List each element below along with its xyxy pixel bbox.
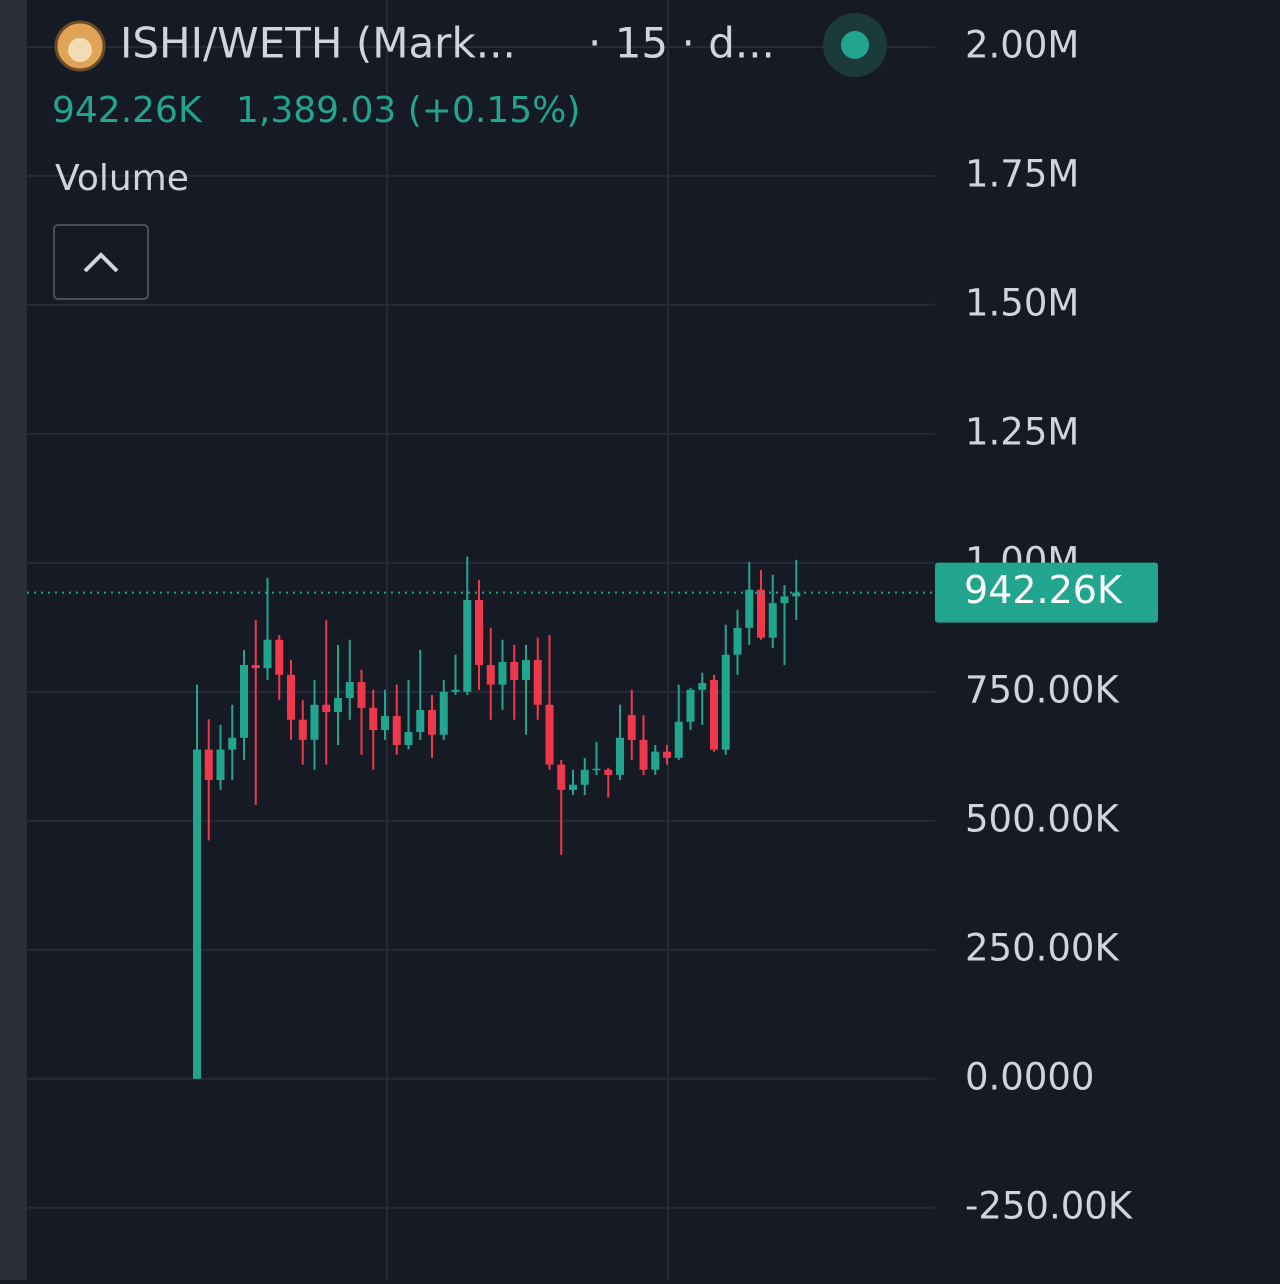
candle-body <box>357 682 366 708</box>
interval: · 15 · d... <box>588 19 775 68</box>
candle-body <box>710 679 718 750</box>
button-frame[interactable] <box>53 224 149 300</box>
candle-body <box>369 707 378 731</box>
y-tick-label: 500.00K <box>965 797 1120 840</box>
candle-body <box>592 768 601 771</box>
candle-body <box>604 769 613 775</box>
last-value: 942.26K <box>52 90 203 131</box>
candle-body <box>228 737 237 750</box>
collapse-button[interactable] <box>53 224 149 300</box>
candle-body <box>475 600 483 666</box>
candle-body <box>780 596 789 604</box>
chevron-up[interactable] <box>83 252 119 273</box>
candle-body <box>616 737 624 775</box>
candle-body <box>698 683 707 690</box>
candle-body <box>757 589 765 638</box>
y-tick-label: 1.25M <box>965 410 1079 453</box>
candle-body <box>580 769 589 785</box>
candle-body <box>486 665 495 685</box>
candle-body <box>451 689 460 692</box>
candle-body <box>721 654 730 750</box>
y-tick-label: 0.0000 <box>965 1055 1094 1098</box>
y-tick-label: 750.00K <box>965 668 1120 711</box>
y-tick-label: 250.00K <box>965 926 1120 969</box>
pair-title: ISHI/WETH (Mark... <box>120 19 516 68</box>
y-tick-label: 2.00M <box>965 23 1079 66</box>
candle-body <box>533 659 542 705</box>
candle-body <box>204 749 213 781</box>
candle-body <box>193 749 201 1079</box>
candle-body <box>663 751 671 758</box>
candle-body <box>545 704 554 765</box>
y-tick-label: 1.75M <box>965 152 1079 195</box>
candle-body <box>298 719 307 740</box>
candle-body <box>674 721 683 758</box>
candle-body <box>404 732 413 745</box>
candle-body <box>745 589 754 628</box>
candle-body <box>428 709 436 735</box>
candle-body <box>263 639 272 669</box>
candle-body <box>310 704 319 740</box>
price-change: 1,389.03 (+0.15%) <box>236 90 580 131</box>
candle-body <box>322 704 331 712</box>
candle-body <box>522 659 530 680</box>
candle-body <box>651 751 660 770</box>
candle-body <box>569 784 577 790</box>
candle-body <box>287 674 295 720</box>
token-icon-face <box>68 38 92 62</box>
status-dot <box>841 31 869 59</box>
indicator-label: Volume <box>55 158 189 199</box>
candle-body <box>557 764 566 790</box>
candle-body <box>416 709 425 733</box>
candle-body <box>768 603 777 638</box>
candle-body <box>498 661 507 685</box>
candle-body <box>439 691 448 735</box>
last-value-tag <box>935 562 1158 623</box>
candle-body <box>251 665 260 669</box>
y-tick-label: -250.00K <box>965 1184 1134 1227</box>
candle-body <box>275 639 284 675</box>
candle-body <box>686 689 695 722</box>
candle-body <box>627 715 636 740</box>
last-value-tag-label: 942.26K <box>964 568 1123 612</box>
side-strip <box>0 0 27 1280</box>
candle-body <box>216 749 225 781</box>
candle-body <box>240 665 248 738</box>
candle-body <box>733 627 742 655</box>
candle-body <box>510 661 519 680</box>
candle-body <box>381 716 389 731</box>
y-tick-label: 1.50M <box>965 281 1079 324</box>
candle-body <box>463 600 472 692</box>
candle-body <box>345 682 354 699</box>
candle-body <box>392 716 401 745</box>
candle-body <box>792 592 801 597</box>
candle-body <box>639 739 648 770</box>
candle-body <box>334 698 342 712</box>
